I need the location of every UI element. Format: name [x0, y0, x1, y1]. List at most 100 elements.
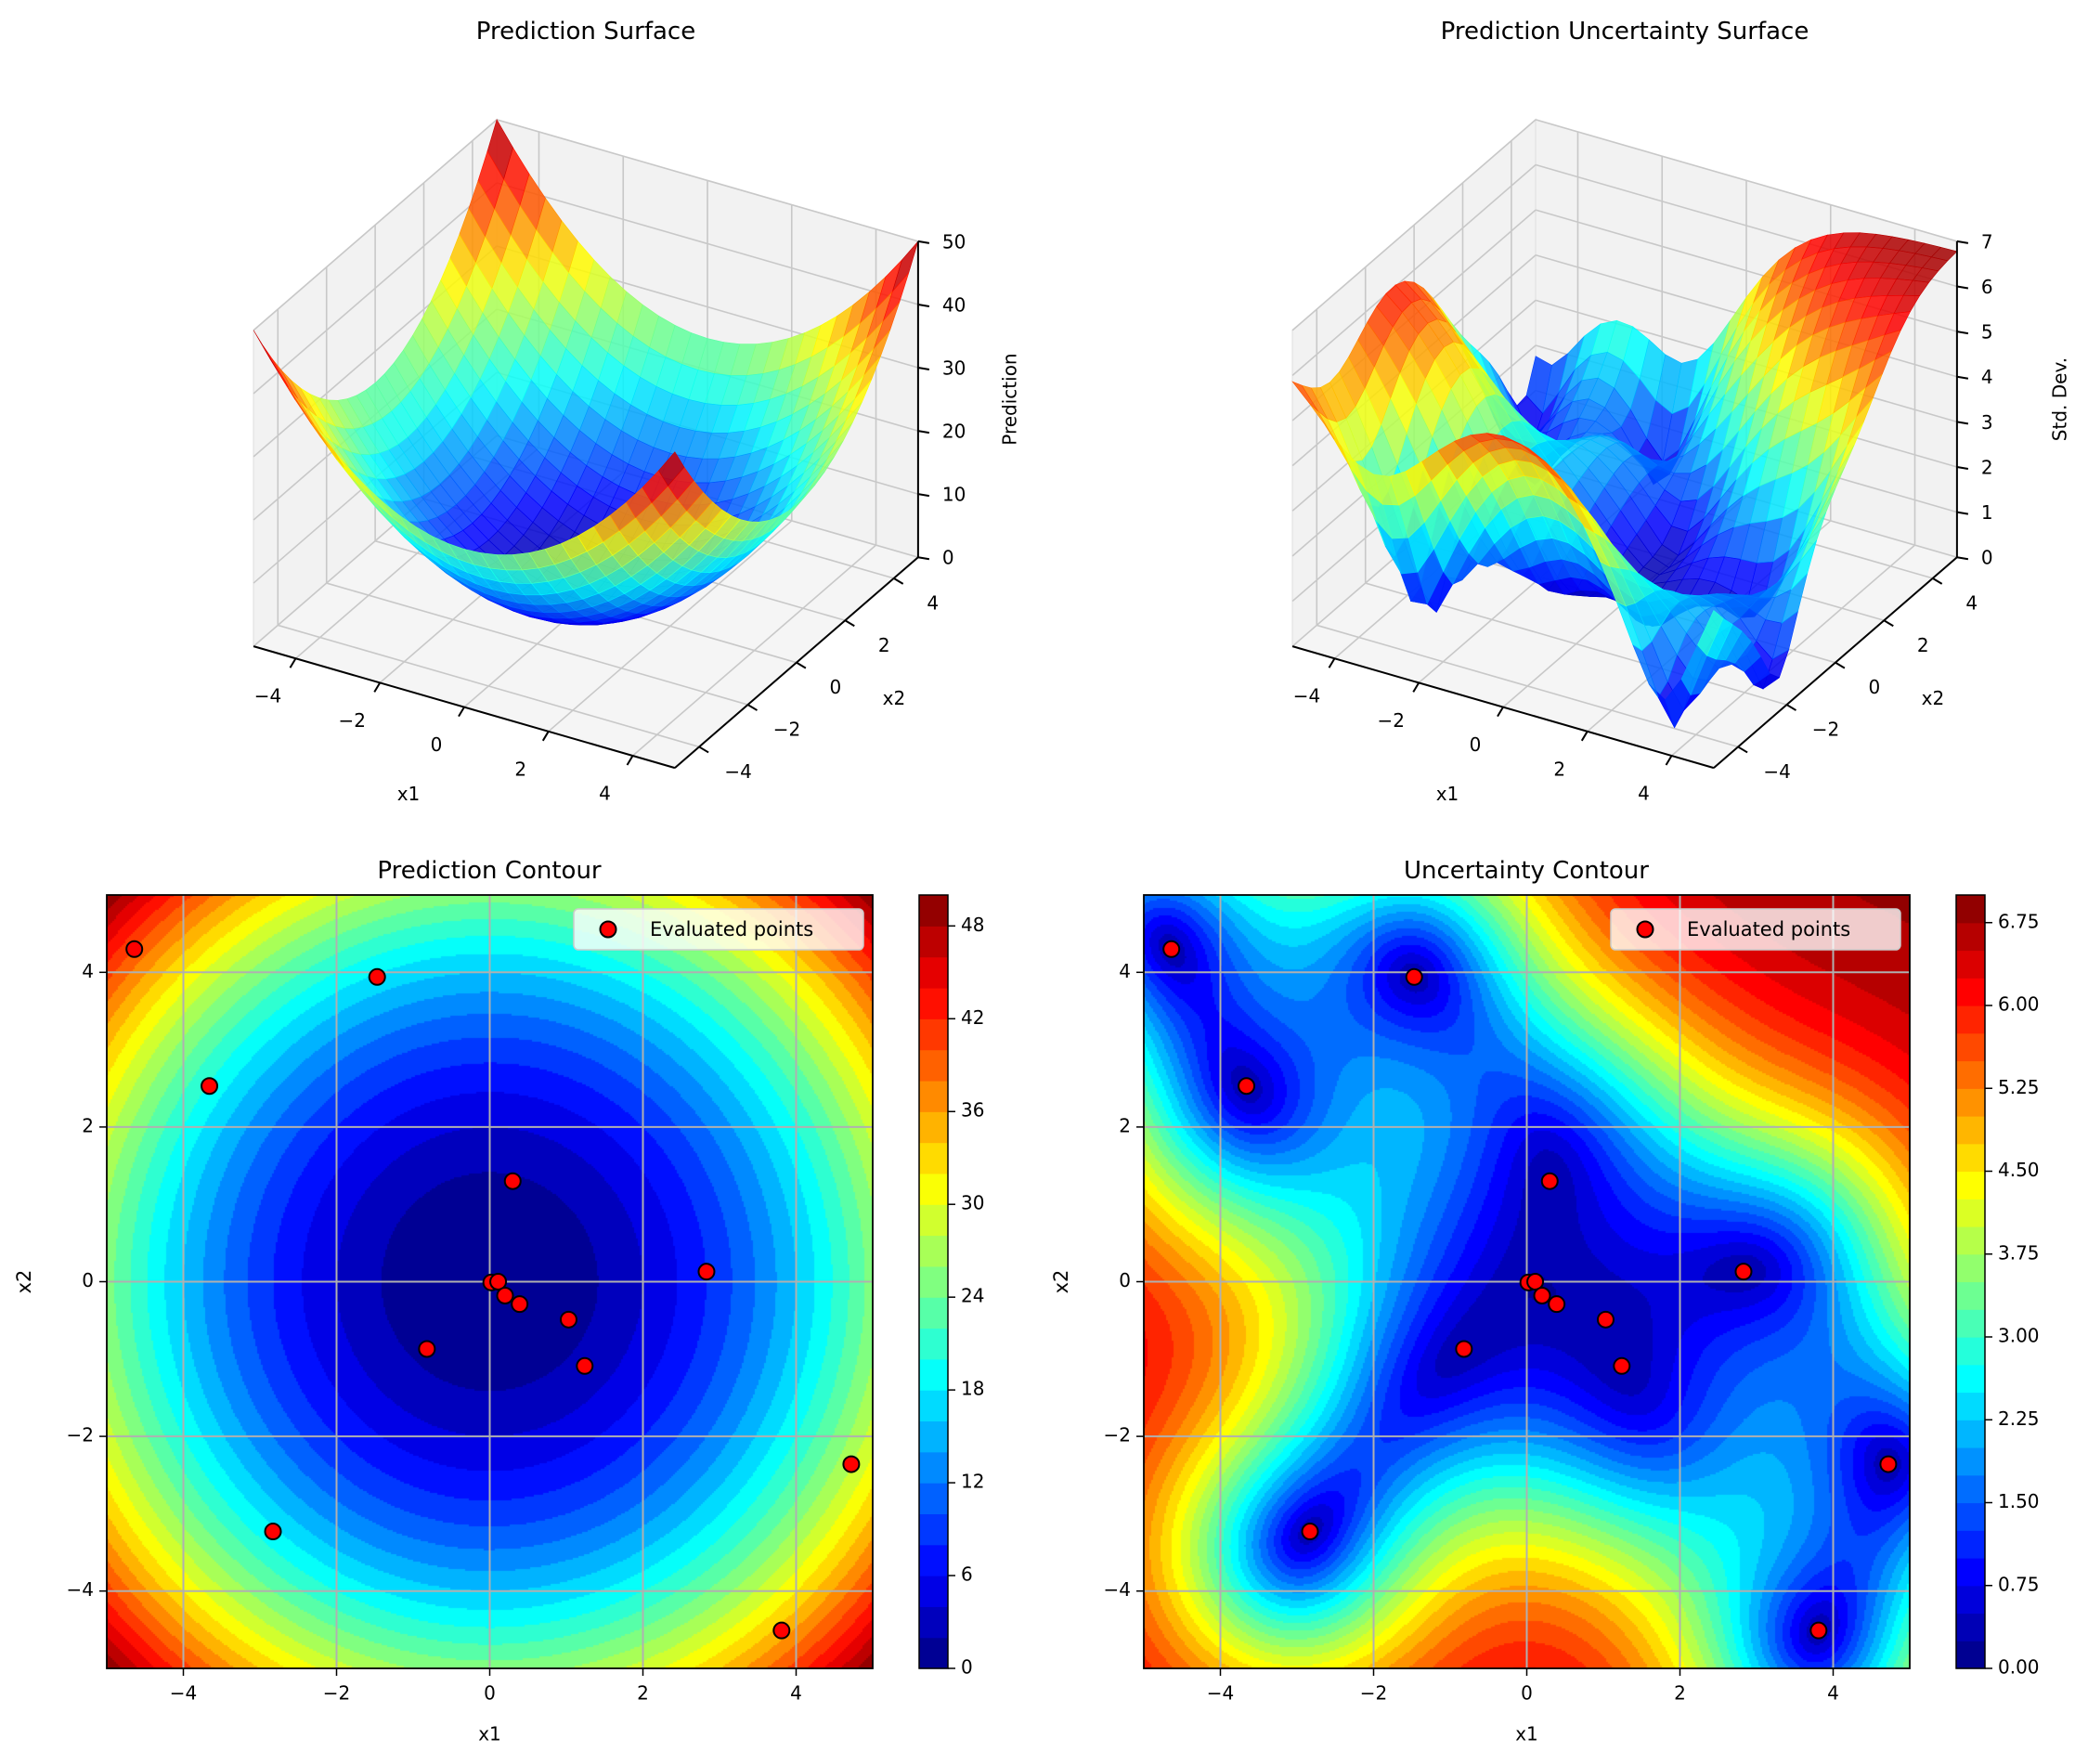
x2-tick-label: 0	[830, 676, 842, 698]
colorbar-band	[919, 1235, 948, 1267]
legend: Evaluated points	[573, 908, 864, 951]
legend-marker	[599, 920, 617, 939]
y-tick-label: −4	[67, 1578, 94, 1601]
colorbar-band	[1956, 1171, 1985, 1200]
evaluated-point	[496, 1286, 514, 1304]
x2-tick	[1883, 619, 1894, 628]
x1-tick-label: 0	[1470, 733, 1482, 756]
z-tick	[1956, 556, 1969, 561]
evaluated-point	[201, 1077, 219, 1096]
y-tick-label: 0	[82, 1269, 94, 1291]
x1-tick-label: −2	[339, 709, 366, 732]
evaluated-point	[125, 940, 144, 958]
z-tick-label: 4	[1981, 366, 1993, 388]
x1-tick	[626, 755, 634, 766]
colorbar-band	[1956, 1392, 1985, 1420]
z-tick-label: 1	[1981, 501, 1993, 524]
x1-axis-label: x1	[1436, 783, 1459, 805]
colorbar-band	[1956, 1088, 1985, 1117]
x2-tick-label: 2	[878, 634, 890, 656]
colorbar-tick-label: 5.25	[1998, 1076, 2040, 1098]
x1-tick	[1580, 731, 1589, 742]
x-tick-label: 0	[1521, 1682, 1533, 1705]
colorbar-band	[919, 987, 948, 1019]
x1-tick-label: 4	[1638, 783, 1650, 805]
evaluated-point	[1526, 1273, 1545, 1291]
x2-tick-label: −4	[1763, 760, 1790, 783]
evaluated-point	[1405, 967, 1423, 986]
x2-tick-label: −2	[773, 719, 800, 741]
colorbar-band	[919, 1358, 948, 1391]
colorbar-band	[919, 1390, 948, 1422]
evaluated-point	[772, 1621, 791, 1640]
colorbar-band	[919, 1637, 948, 1669]
colorbar-band	[1956, 1005, 1985, 1034]
colorbar-band	[1956, 1558, 1985, 1587]
x2-tick-label: −2	[1812, 719, 1839, 741]
z-tick	[917, 367, 930, 371]
x2-tick-label: 2	[1917, 634, 1929, 656]
gridline	[1535, 119, 1958, 242]
x1-tick	[1412, 681, 1420, 693]
evaluated-point	[1238, 1077, 1256, 1096]
colorbar-band	[1956, 1585, 1985, 1615]
z-axis-label: Std. Dev.	[2048, 357, 2070, 441]
gridline	[253, 182, 498, 395]
x1-tick-label: 2	[514, 758, 526, 780]
axes-frame	[1143, 894, 1911, 1669]
colorbar-band	[1956, 1337, 1985, 1366]
x2-tick	[796, 661, 807, 669]
colorbar-band	[1956, 1060, 1985, 1089]
x2-axis-label: x2	[883, 687, 906, 709]
y-axis-label: x2	[13, 1270, 35, 1294]
gridline	[1291, 163, 1537, 377]
colorbar-band	[919, 1544, 948, 1576]
z-tick-label: 40	[942, 293, 966, 316]
evaluated-point	[1540, 1172, 1559, 1190]
surface-facet	[658, 451, 685, 486]
colorbar-frame	[1955, 894, 1986, 1669]
x2-tick	[893, 577, 904, 585]
colorbar-band	[919, 1142, 948, 1174]
colorbar-tick-label: 24	[961, 1285, 984, 1307]
uncertainty-contour-title: Uncertainty Contour	[1404, 857, 1649, 885]
x2-tick-label: 4	[1965, 591, 1978, 614]
colorbar-band	[919, 1265, 948, 1298]
x1-tick	[1497, 707, 1504, 718]
colorbar-tick-label: 4.50	[1998, 1159, 2040, 1181]
colorbar-tick-label: 42	[961, 1006, 984, 1029]
colorbar-tick-label: 36	[961, 1099, 984, 1122]
colorbar-tick-label: 0.75	[1998, 1573, 2040, 1595]
colorbar-band	[1956, 1116, 1985, 1145]
colorbar-band	[919, 956, 948, 989]
gridline	[278, 624, 700, 748]
colorbar-band	[919, 1606, 948, 1639]
y-tick-label: −4	[1104, 1578, 1131, 1601]
y-tick-label: 4	[1119, 960, 1131, 982]
colorbar-band	[919, 1328, 948, 1360]
gridline	[1291, 119, 1537, 331]
colorbar-band	[1956, 1474, 1985, 1504]
y-tick-label: 2	[82, 1114, 94, 1136]
colorbar-band	[919, 1111, 948, 1144]
x1-tick	[1665, 755, 1673, 766]
colorbar-band	[1956, 1281, 1985, 1310]
evaluated-point	[503, 1172, 522, 1190]
evaluated-point	[511, 1295, 529, 1314]
z-tick-label: 0	[942, 547, 954, 569]
x2-tick	[698, 746, 709, 754]
legend-box	[1610, 908, 1901, 951]
colorbar-band	[1956, 1226, 1985, 1255]
prediction-surface-plot	[252, 118, 930, 770]
x2-tick	[1932, 577, 1943, 585]
x2-tick	[1785, 704, 1797, 711]
y-tick-label: −2	[1104, 1424, 1131, 1446]
prediction-contour-title: Prediction Contour	[377, 857, 602, 885]
legend-label: Evaluated points	[1687, 918, 1850, 940]
x1-tick	[373, 681, 382, 693]
x-tick-label: 4	[1827, 1682, 1839, 1705]
x2-tick	[1835, 661, 1846, 669]
colorbar-tick-label: 2.25	[1998, 1407, 2040, 1430]
evaluated-point	[1548, 1295, 1566, 1314]
z-tick	[1956, 465, 1969, 470]
